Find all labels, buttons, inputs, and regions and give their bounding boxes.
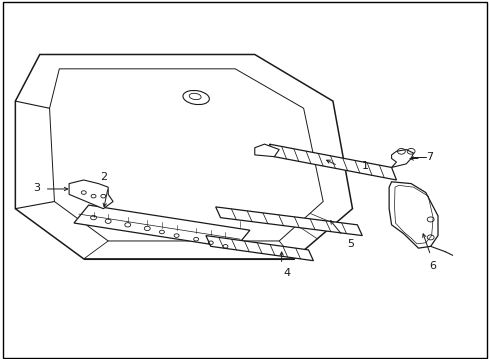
Polygon shape	[69, 180, 113, 209]
Polygon shape	[74, 205, 250, 248]
Polygon shape	[389, 182, 438, 248]
Ellipse shape	[189, 93, 201, 100]
Polygon shape	[255, 144, 279, 157]
Polygon shape	[270, 144, 396, 180]
Polygon shape	[216, 207, 362, 235]
Polygon shape	[206, 235, 314, 261]
Text: 4: 4	[283, 268, 290, 278]
Text: 7: 7	[426, 152, 433, 162]
Text: 2: 2	[100, 172, 107, 182]
Text: 5: 5	[347, 239, 355, 249]
Ellipse shape	[183, 90, 209, 104]
Text: 6: 6	[430, 261, 437, 271]
Polygon shape	[392, 149, 414, 167]
Polygon shape	[15, 54, 352, 259]
Text: 3: 3	[33, 183, 40, 193]
Text: 1: 1	[362, 161, 369, 171]
